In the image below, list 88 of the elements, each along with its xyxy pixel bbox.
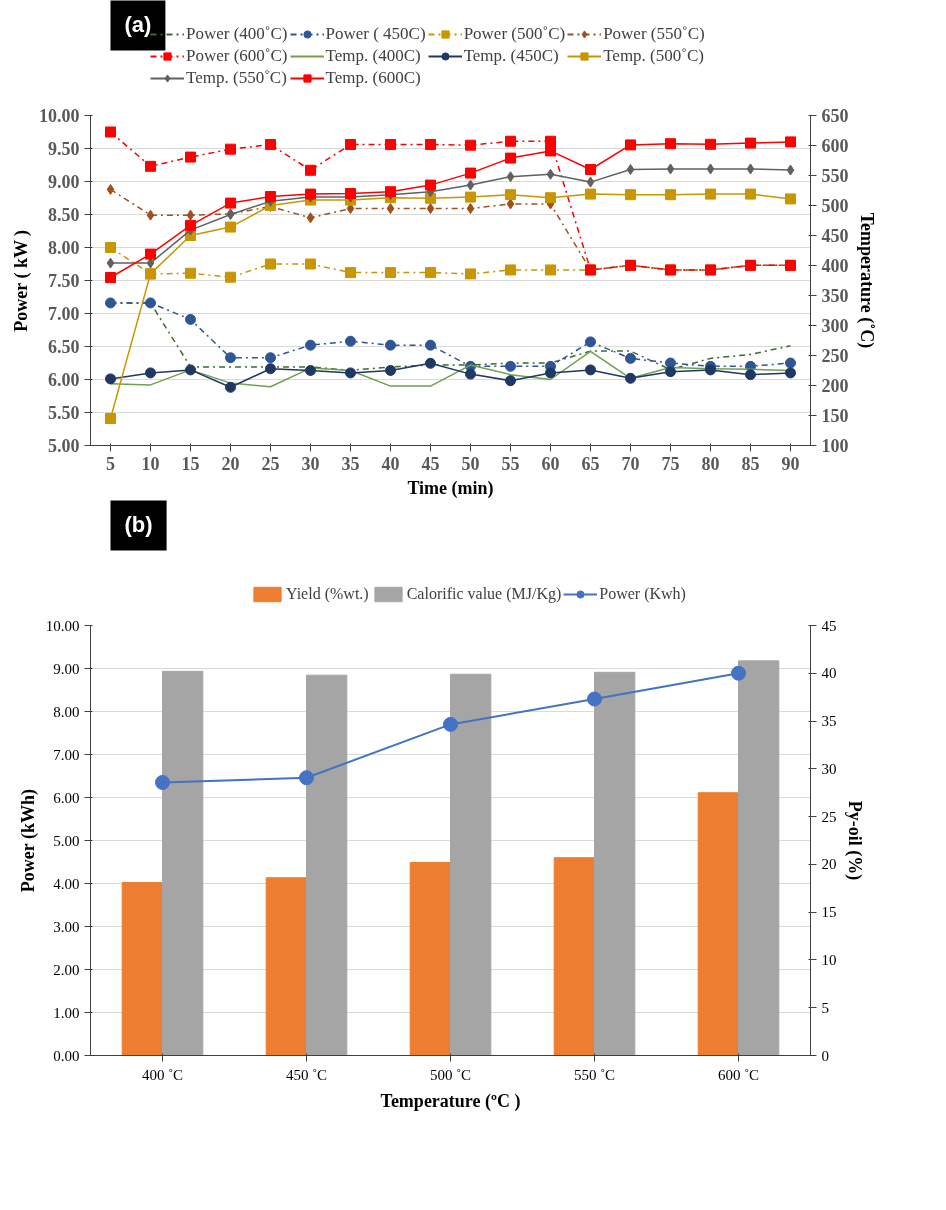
y-tick-label: 7.00 <box>48 304 80 324</box>
y-tick-label: 9.00 <box>48 172 80 192</box>
x-axis-title: Temperature (ºC ) <box>380 1090 521 1112</box>
y-tick-label: 9.50 <box>48 139 80 159</box>
x-tick-label: 10 <box>141 453 160 474</box>
y2-tick-label: 100 <box>821 436 849 456</box>
legend-label: Power (500˚C) <box>463 24 566 44</box>
y2-tick-label: 20 <box>821 856 837 873</box>
x-tick-label: 30 <box>301 453 320 474</box>
x-tick-label: 20 <box>221 453 240 474</box>
x-axis-title: Time (min) <box>407 477 494 499</box>
y2-tick-label: 150 <box>821 406 849 426</box>
y-tick-label: 3.00 <box>53 918 80 935</box>
legend-label: Yield (%wt.) <box>286 584 369 604</box>
y2-tick-label: 10 <box>821 951 837 968</box>
y-tick-label: 7.00 <box>53 746 80 763</box>
y-tick-label: 5.00 <box>48 436 80 456</box>
x-tick-label: 55 <box>501 453 520 474</box>
y2-tick-label: 600 <box>821 136 849 156</box>
legend-label: Temp. (400C) <box>325 46 421 66</box>
legend-label: Power (550˚C) <box>603 24 705 44</box>
y-tick-label: 10.00 <box>45 617 80 634</box>
x-tick-label: 70 <box>621 453 640 474</box>
x-tick-label: 450 ˚C <box>285 1066 328 1083</box>
y-tick-label: 10.00 <box>39 106 80 126</box>
x-tick-label: 25 <box>261 453 280 474</box>
x-tick-label: 75 <box>661 453 680 474</box>
y-tick-label: 5.00 <box>53 832 80 849</box>
y-tick-label: 6.50 <box>48 337 80 357</box>
y2-tick-label: 450 <box>821 226 849 246</box>
x-tick-label: 35 <box>341 453 360 474</box>
x-tick-label: 90 <box>781 453 800 474</box>
y-axis-title: Power ( kW ) <box>11 229 32 332</box>
x-tick-label: 80 <box>701 453 720 474</box>
x-tick-label: 60 <box>541 453 560 474</box>
y-tick-label: 6.00 <box>48 370 80 390</box>
x-tick-label: 400 ˚C <box>141 1066 184 1083</box>
y2-tick-label: 550 <box>821 166 849 186</box>
y-tick-label: 2.00 <box>53 961 80 978</box>
y-axis-title: Power (kWh) <box>17 789 39 893</box>
legend-label: Power (Kwh) <box>599 584 686 604</box>
legend-label: Calorific value (MJ/Kg) <box>406 584 562 604</box>
y2-tick-label: 0 <box>821 1047 829 1064</box>
x-tick-label: 40 <box>381 453 400 474</box>
y2-tick-label: 5 <box>821 999 829 1016</box>
legend-label: Temp. (550˚C) <box>186 68 287 88</box>
x-tick-label: 50 <box>461 453 480 474</box>
legend-label: Power (400˚C) <box>186 24 288 44</box>
y2-tick-label: 15 <box>821 904 837 921</box>
y2-tick-label: 45 <box>821 617 837 634</box>
y2-tick-label: 350 <box>821 286 849 306</box>
y2-tick-label: 250 <box>821 346 849 366</box>
legend-label: Power (600˚C) <box>186 46 288 66</box>
chart-title: (a) <box>124 11 152 37</box>
x-tick-label: 85 <box>741 453 760 474</box>
x-tick-label: 500 ˚C <box>429 1066 472 1083</box>
x-tick-label: 600 ˚C <box>717 1066 760 1083</box>
y-tick-label: 4.00 <box>53 875 80 892</box>
y2-tick-label: 30 <box>821 760 837 777</box>
y2-axis-title: Temperature (˚C) <box>855 212 877 349</box>
y2-axis-title: Py-oil (%) <box>843 800 865 881</box>
x-tick-label: 65 <box>581 453 600 474</box>
x-tick-label: 15 <box>181 453 200 474</box>
x-tick-label: 550 ˚C <box>573 1066 616 1083</box>
legend-label: Temp. (450C) <box>463 46 559 66</box>
legend-label: Temp. (500˚C) <box>603 46 704 66</box>
x-tick-label: 5 <box>106 453 115 474</box>
y2-tick-label: 500 <box>821 196 849 216</box>
y2-tick-label: 200 <box>821 376 849 396</box>
x-tick-label: 45 <box>421 453 440 474</box>
y-tick-label: 0.00 <box>53 1047 80 1064</box>
y2-tick-label: 650 <box>821 106 849 126</box>
y-tick-label: 9.00 <box>53 660 80 677</box>
chart-title: (b) <box>124 511 153 537</box>
y-tick-label: 7.50 <box>48 271 80 291</box>
y-tick-label: 8.00 <box>53 703 80 720</box>
y2-tick-label: 25 <box>821 808 837 825</box>
y2-tick-label: 300 <box>821 316 849 336</box>
y-tick-label: 1.00 <box>53 1004 80 1021</box>
y-tick-label: 5.50 <box>48 403 80 423</box>
legend-label: Temp. (600C) <box>325 68 421 88</box>
y-tick-label: 8.50 <box>48 205 80 225</box>
y2-tick-label: 40 <box>821 665 837 682</box>
y-tick-label: 8.00 <box>48 238 80 258</box>
y2-tick-label: 35 <box>821 713 837 730</box>
legend-label: Power ( 450C) <box>325 24 426 44</box>
y2-tick-label: 400 <box>821 256 849 276</box>
y-tick-label: 6.00 <box>53 789 80 806</box>
